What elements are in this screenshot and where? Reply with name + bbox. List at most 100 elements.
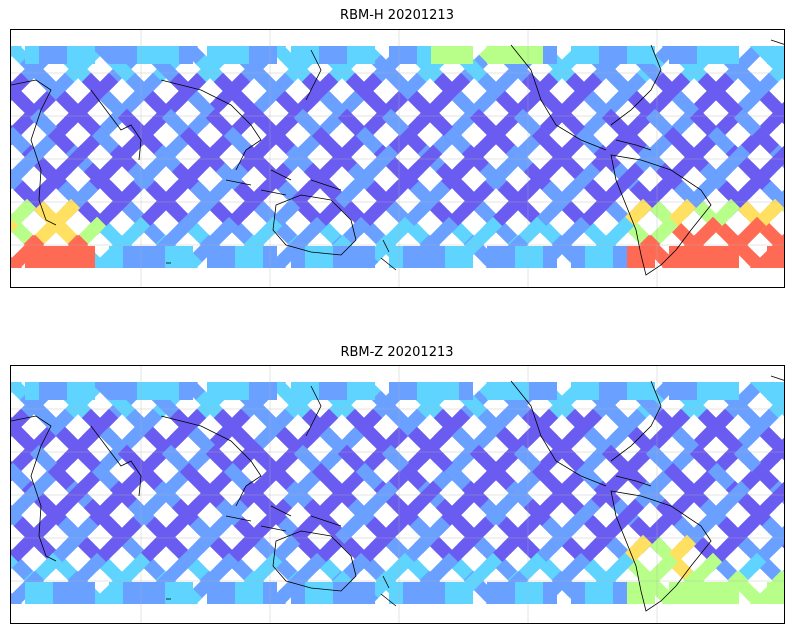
band-cell (389, 582, 403, 604)
swath-layer (11, 46, 784, 268)
band-cell (39, 582, 53, 604)
band-cell (445, 246, 459, 268)
band-cell (333, 582, 347, 604)
band-cell (683, 46, 697, 64)
band-cell (67, 382, 81, 400)
band-cell (179, 582, 193, 604)
coastline-path (770, 39, 784, 45)
coastline-path (90, 89, 142, 161)
band-cell (291, 246, 305, 268)
band-cell (571, 582, 585, 604)
band-cell (431, 246, 445, 268)
coastline-path (610, 154, 712, 276)
band-cell (613, 46, 627, 64)
band-cell (333, 46, 347, 64)
band-cell (305, 246, 319, 268)
band-cell (487, 382, 501, 400)
band-cell (389, 46, 403, 64)
band-cell (515, 46, 529, 64)
band-cell (459, 582, 473, 604)
band-cell (67, 582, 81, 604)
band-cell (235, 46, 249, 64)
band-cell (403, 246, 417, 268)
band-cell (501, 382, 515, 400)
band-cell (767, 382, 781, 400)
band-cell (249, 582, 263, 604)
band-cell (543, 46, 557, 64)
swath-segment (11, 588, 27, 604)
swath-segment (11, 498, 29, 526)
band-cell (641, 46, 655, 64)
band-cell (207, 246, 221, 268)
band-cell (347, 46, 361, 64)
band-cell (389, 382, 403, 400)
band-cell (529, 246, 543, 268)
band-cell (249, 246, 263, 268)
band-cell (641, 382, 655, 400)
band-cell (25, 246, 39, 268)
band-cell (235, 582, 249, 604)
band-cell (319, 246, 333, 268)
band-cell (39, 246, 53, 268)
band-cell (235, 382, 249, 400)
band-cell (697, 582, 711, 604)
band-cell (235, 246, 249, 268)
band-cell (445, 382, 459, 400)
band-cell (627, 46, 641, 64)
band-cell (431, 46, 445, 64)
band-cell (403, 582, 417, 604)
band-cell (25, 582, 39, 604)
band-cell (501, 582, 515, 604)
swath-segment (749, 588, 775, 604)
band-cell (613, 246, 627, 268)
coastline-path (160, 415, 262, 507)
band-cell (431, 382, 445, 400)
band-cell (781, 246, 784, 268)
band-cell (179, 46, 193, 64)
band-cell (403, 46, 417, 64)
band-cell (137, 246, 151, 268)
band-cell (669, 246, 683, 268)
band-cell (529, 46, 543, 64)
band-cell (585, 46, 599, 64)
band-cell (683, 246, 697, 268)
band-cell (529, 582, 543, 604)
band-cell (53, 46, 67, 64)
band-cell (669, 382, 683, 400)
coastline-path (11, 415, 57, 562)
band-cell (151, 582, 165, 604)
band-cell (515, 582, 529, 604)
map-rbm-h (11, 30, 784, 287)
map-panel-rbm-h (10, 29, 785, 288)
band-cell (711, 382, 725, 400)
band-cell (683, 382, 697, 400)
band-cell (403, 382, 417, 400)
band-cell (697, 46, 711, 64)
band-cell (137, 582, 151, 604)
map-rbm-z (11, 366, 784, 623)
band-cell (515, 382, 529, 400)
band-cell (487, 46, 501, 64)
band-cell (123, 582, 137, 604)
coastline-path (510, 380, 607, 487)
band-cell (669, 46, 683, 64)
band-cell (725, 246, 739, 268)
band-cell (53, 582, 67, 604)
panel-title-rbm-h: RBM-H 20201213 (340, 8, 454, 23)
coastline-path (615, 139, 652, 151)
graticule (11, 30, 784, 287)
band-cell (431, 582, 445, 604)
band-cell (319, 382, 333, 400)
band-cell (221, 246, 235, 268)
band-cell (725, 46, 739, 64)
band-cell (711, 246, 725, 268)
band-cell (599, 582, 613, 604)
band-cell (627, 246, 641, 268)
band-cell (123, 382, 137, 400)
band-cell (711, 582, 725, 604)
band-cell (571, 246, 585, 268)
band-cell (123, 46, 137, 64)
band-cell (179, 246, 193, 268)
band-cell (585, 246, 599, 268)
band-cell (347, 582, 361, 604)
